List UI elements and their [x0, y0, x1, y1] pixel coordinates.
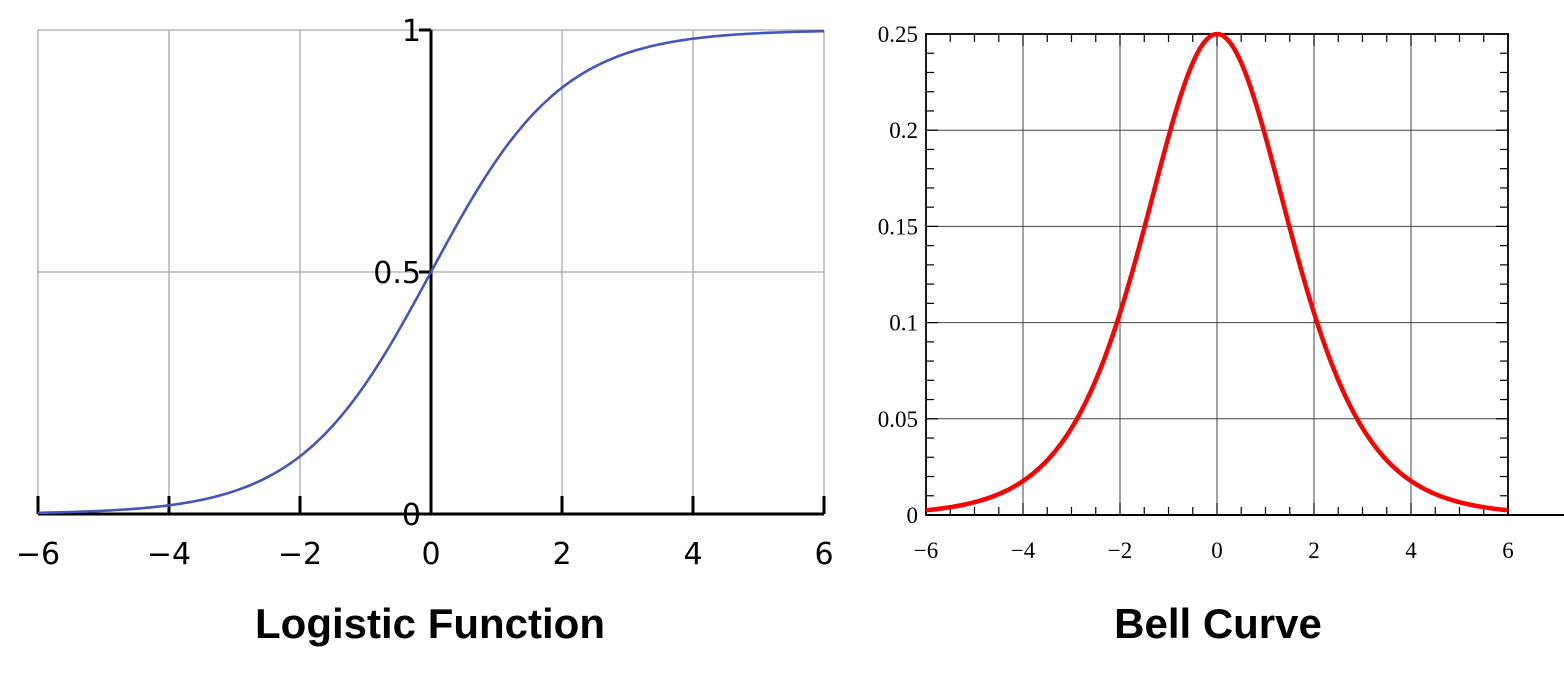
bell-x-tick-label: 6: [1502, 538, 1514, 563]
bell-y-tick-label: 0.25: [878, 22, 918, 47]
bell-y-tick-label: 0: [907, 503, 919, 528]
logistic-y-tick-label: 1: [402, 14, 421, 49]
bell-chart: −6 −4 −2 0 2 4 6 0 0.05 0.1 0.15 0.2 0.25 Bell Curv…: [878, 22, 1564, 647]
logistic-x-tick-labels: −6 −4 −2 0 2 4 6: [16, 537, 834, 572]
logistic-curve: [37, 29, 825, 515]
bell-y-tick-label: 0.05: [878, 407, 918, 432]
bell-curve: [925, 31, 1509, 513]
bell-x-tick-label: −2: [1108, 538, 1132, 563]
logistic-chart: −6 −4 −2 0 2 4 6 00.51 Logistic Function: [16, 14, 834, 647]
bell-y-tick-label: 0.2: [889, 118, 918, 143]
bell-y-tick-label: 0.1: [889, 311, 918, 336]
logistic-x-tick-label: 4: [683, 537, 702, 572]
bell-y-tick-labels: 0 0.05 0.1 0.15 0.2 0.25: [878, 22, 918, 528]
bell-x-tick-label: 4: [1405, 538, 1417, 563]
bell-x-tick-label: −4: [1011, 538, 1036, 563]
bell-axes: [925, 33, 1564, 516]
logistic-y-tick-labels: 00.51: [373, 14, 421, 533]
logistic-y-tick-label: 0: [402, 498, 421, 533]
logistic-x-tick-label: −2: [278, 537, 322, 572]
bell-x-tick-label: −6: [914, 538, 938, 563]
bell-y-tick-label: 0.15: [878, 214, 918, 239]
logistic-x-tick-label: 2: [552, 537, 571, 572]
bell-chart-title: Bell Curve: [1114, 600, 1322, 647]
bell-x-tick-labels: −6 −4 −2 0 2 4 6: [914, 538, 1514, 563]
bell-x-tick-label: 0: [1211, 538, 1223, 563]
logistic-x-tick-label: 0: [421, 537, 440, 572]
logistic-x-tick-label: 6: [814, 537, 833, 572]
logistic-chart-title: Logistic Function: [255, 600, 605, 647]
logistic-x-tick-label: −4: [147, 537, 191, 572]
bell-grid: [925, 33, 1509, 516]
logistic-y-tick-label: 0.5: [373, 256, 421, 291]
logistic-x-tick-label: −6: [16, 537, 60, 572]
bell-x-tick-label: 2: [1308, 538, 1320, 563]
